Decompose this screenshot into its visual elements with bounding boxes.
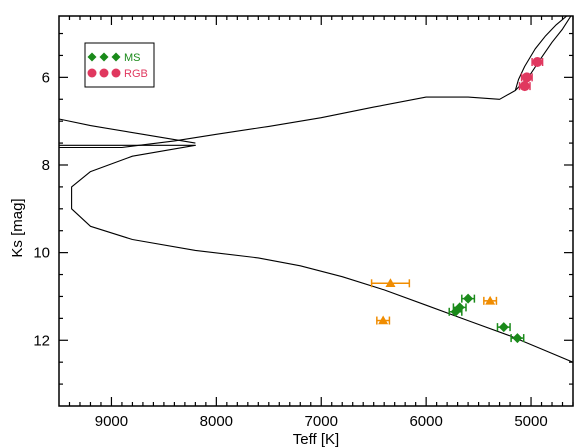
legend: MS RGB — [84, 42, 155, 88]
isochrone-main-curve — [59, 144, 573, 363]
x-tick-label: 9000 — [95, 413, 128, 430]
data-point-diamond — [450, 306, 461, 317]
legend-marker-circle — [99, 68, 109, 78]
isochrone-upper-branch — [59, 118, 196, 144]
x-tick-label: 7000 — [305, 413, 338, 430]
x-tick-label: 6000 — [409, 413, 442, 430]
legend-marker-diamond — [111, 52, 121, 62]
legend-marker-diamond — [87, 52, 97, 62]
data-point-triangle — [485, 295, 496, 305]
y-tick-label: 10 — [33, 245, 50, 262]
isochrone-base-line — [59, 16, 572, 149]
x-tick-label: 5000 — [514, 413, 547, 430]
data-point-circle — [519, 81, 530, 92]
y-axis-label: Ks [mag] — [9, 198, 26, 257]
isochrone — [59, 16, 573, 363]
x-tick-label: 8000 — [200, 413, 233, 430]
y-tick-label: 12 — [33, 332, 50, 349]
legend-marker-circle — [87, 68, 97, 78]
data-point-triangle — [378, 315, 389, 325]
legend-label: MS — [124, 52, 141, 64]
data-point-circle — [521, 72, 532, 83]
y-tick-label: 6 — [42, 69, 50, 86]
data-point-diamond — [512, 333, 523, 344]
legend-marker-diamond — [99, 52, 109, 62]
data-point-diamond — [463, 293, 474, 304]
legend-label: RGB — [124, 68, 148, 80]
data-point-triangle — [385, 278, 396, 288]
data-point-diamond — [498, 322, 509, 333]
plot-frame — [58, 15, 574, 407]
isochrone-turnoff-loop — [514, 16, 568, 91]
legend-frame — [84, 42, 155, 88]
y-tick-label: 8 — [42, 157, 50, 174]
legend-marker-circle — [111, 68, 121, 78]
plot-area: 9000 8000 7000 6000 5000 6 8 10 12 — [33, 15, 574, 430]
x-axis-label: Teff [K] — [293, 431, 339, 448]
data-point-circle — [532, 57, 543, 68]
